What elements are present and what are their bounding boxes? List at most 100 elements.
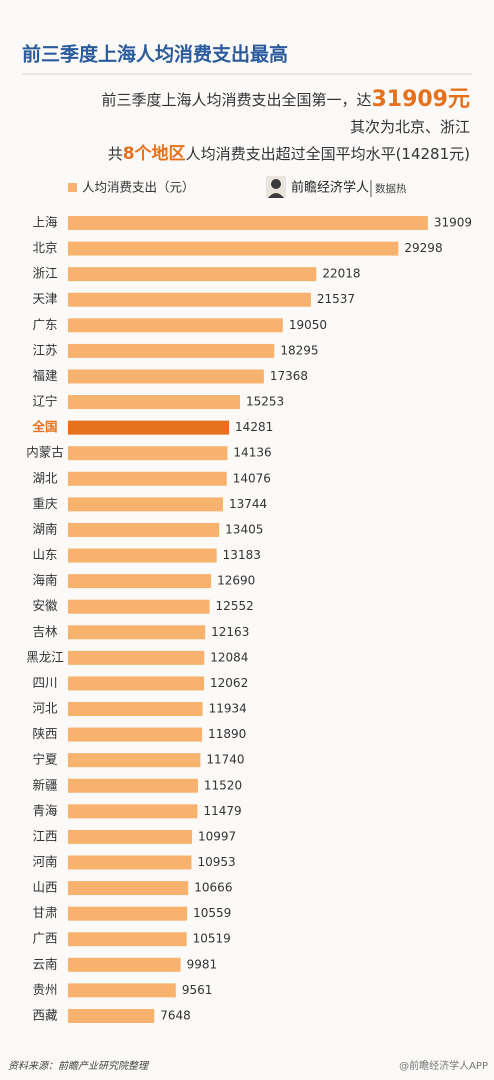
brand: 前瞻经济学人 [291, 180, 369, 196]
bar [68, 881, 189, 896]
value-label: 15253 [246, 395, 284, 409]
category-label: 黑龙江 [26, 649, 64, 664]
category-label: 河南 [32, 854, 57, 869]
bar [68, 625, 206, 640]
category-label: 河北 [32, 701, 58, 716]
title: 前三季度上海人均消费支出最高 [22, 43, 288, 66]
category-label: 吉林 [32, 624, 58, 639]
legend-label: 人均消费支出（元） [82, 180, 195, 195]
bar [68, 753, 201, 768]
bar [68, 343, 275, 358]
value-label: 17368 [270, 369, 308, 383]
category-label: 江西 [32, 828, 57, 843]
bar [68, 369, 264, 384]
brand-tag: 数据热 [375, 182, 407, 195]
value-label: 31909 [434, 216, 472, 230]
value-label: 12084 [210, 650, 248, 664]
subtitle-highlight: 31909元 [371, 87, 470, 112]
value-label: 7648 [160, 1008, 191, 1022]
value-label: 14281 [235, 420, 273, 434]
value-label: 12062 [210, 676, 248, 690]
category-label: 陕西 [32, 726, 57, 741]
subtitle-text: 其次为北京、浙江 [350, 118, 470, 136]
value-label: 29298 [404, 241, 442, 255]
watermark: @前瞻经济学人APP [399, 1059, 488, 1072]
category-label: 天津 [32, 291, 57, 306]
bar [68, 778, 198, 793]
value-label: 11740 [206, 753, 244, 767]
value-label: 10666 [194, 881, 232, 895]
value-label: 18295 [280, 343, 318, 357]
bar [68, 446, 228, 461]
subtitle-highlight: 8个地区 [123, 143, 186, 164]
category-label: 湖北 [32, 470, 58, 485]
category-label: 山东 [32, 547, 57, 562]
bar [68, 267, 317, 282]
subtitle-line: 其次为北京、浙江 [350, 118, 470, 136]
category-label: 北京 [32, 240, 57, 255]
bar [68, 804, 198, 819]
category-label: 福建 [32, 368, 58, 383]
bar [68, 855, 192, 870]
value-label: 13744 [229, 497, 267, 511]
category-label: 甘肃 [32, 905, 57, 920]
subtitle-text: 前三季度上海人均消费支出全国第一，达 [101, 91, 371, 109]
bar [68, 983, 176, 998]
category-label: 山西 [32, 880, 57, 895]
category-label: 内蒙古 [26, 445, 64, 460]
bar [68, 420, 230, 435]
bar [68, 548, 217, 563]
category-label: 四川 [32, 675, 57, 690]
category-label: 西藏 [32, 1007, 58, 1022]
bar [68, 702, 203, 717]
value-label: 13405 [225, 522, 263, 536]
value-label: 12690 [217, 574, 255, 588]
value-label: 12552 [216, 599, 254, 613]
value-label: 13183 [223, 548, 261, 562]
bar [68, 727, 203, 742]
category-label: 云南 [32, 956, 57, 971]
value-label: 10997 [198, 829, 236, 843]
bar [68, 216, 428, 230]
subtitle-text: 共 [108, 145, 123, 163]
bar [68, 471, 227, 486]
brand-icon [266, 176, 286, 198]
bar [68, 497, 224, 512]
value-label: 11479 [203, 804, 241, 818]
bar [68, 1008, 155, 1023]
category-label: 宁夏 [32, 752, 58, 767]
bar [68, 522, 220, 537]
bar [68, 292, 311, 307]
value-label: 9981 [187, 957, 218, 971]
value-label: 14136 [233, 446, 271, 460]
category-label: 湖南 [32, 521, 57, 536]
bar [68, 650, 205, 665]
source: 资料来源：前瞻产业研究院整理 [8, 1060, 150, 1072]
category-label: 浙江 [32, 266, 57, 281]
category-label: 重庆 [32, 496, 58, 511]
bar [68, 574, 212, 589]
value-label: 11934 [209, 702, 247, 716]
value-label: 9561 [182, 983, 213, 997]
subtitle-line: 前三季度上海人均消费支出全国第一，达31909元 [101, 87, 470, 112]
category-label: 海南 [32, 573, 57, 588]
value-label: 11520 [204, 778, 242, 792]
value-label: 11890 [208, 727, 246, 741]
bar [68, 906, 188, 921]
category-label: 全国 [31, 419, 57, 434]
subtitle-text: 人均消费支出超过全国平均水平(14281元) [186, 145, 470, 163]
value-label: 22018 [322, 267, 360, 281]
category-label: 安徽 [32, 598, 58, 613]
bar [68, 829, 193, 844]
bar [68, 599, 210, 614]
category-label: 上海 [32, 215, 58, 230]
value-label: 10559 [193, 906, 231, 920]
bar [68, 676, 205, 691]
bar [68, 957, 181, 972]
value-label: 12163 [211, 625, 249, 639]
category-label: 贵州 [32, 982, 57, 997]
value-label: 10519 [193, 932, 231, 946]
bar [68, 318, 283, 333]
category-label: 广东 [32, 317, 57, 332]
